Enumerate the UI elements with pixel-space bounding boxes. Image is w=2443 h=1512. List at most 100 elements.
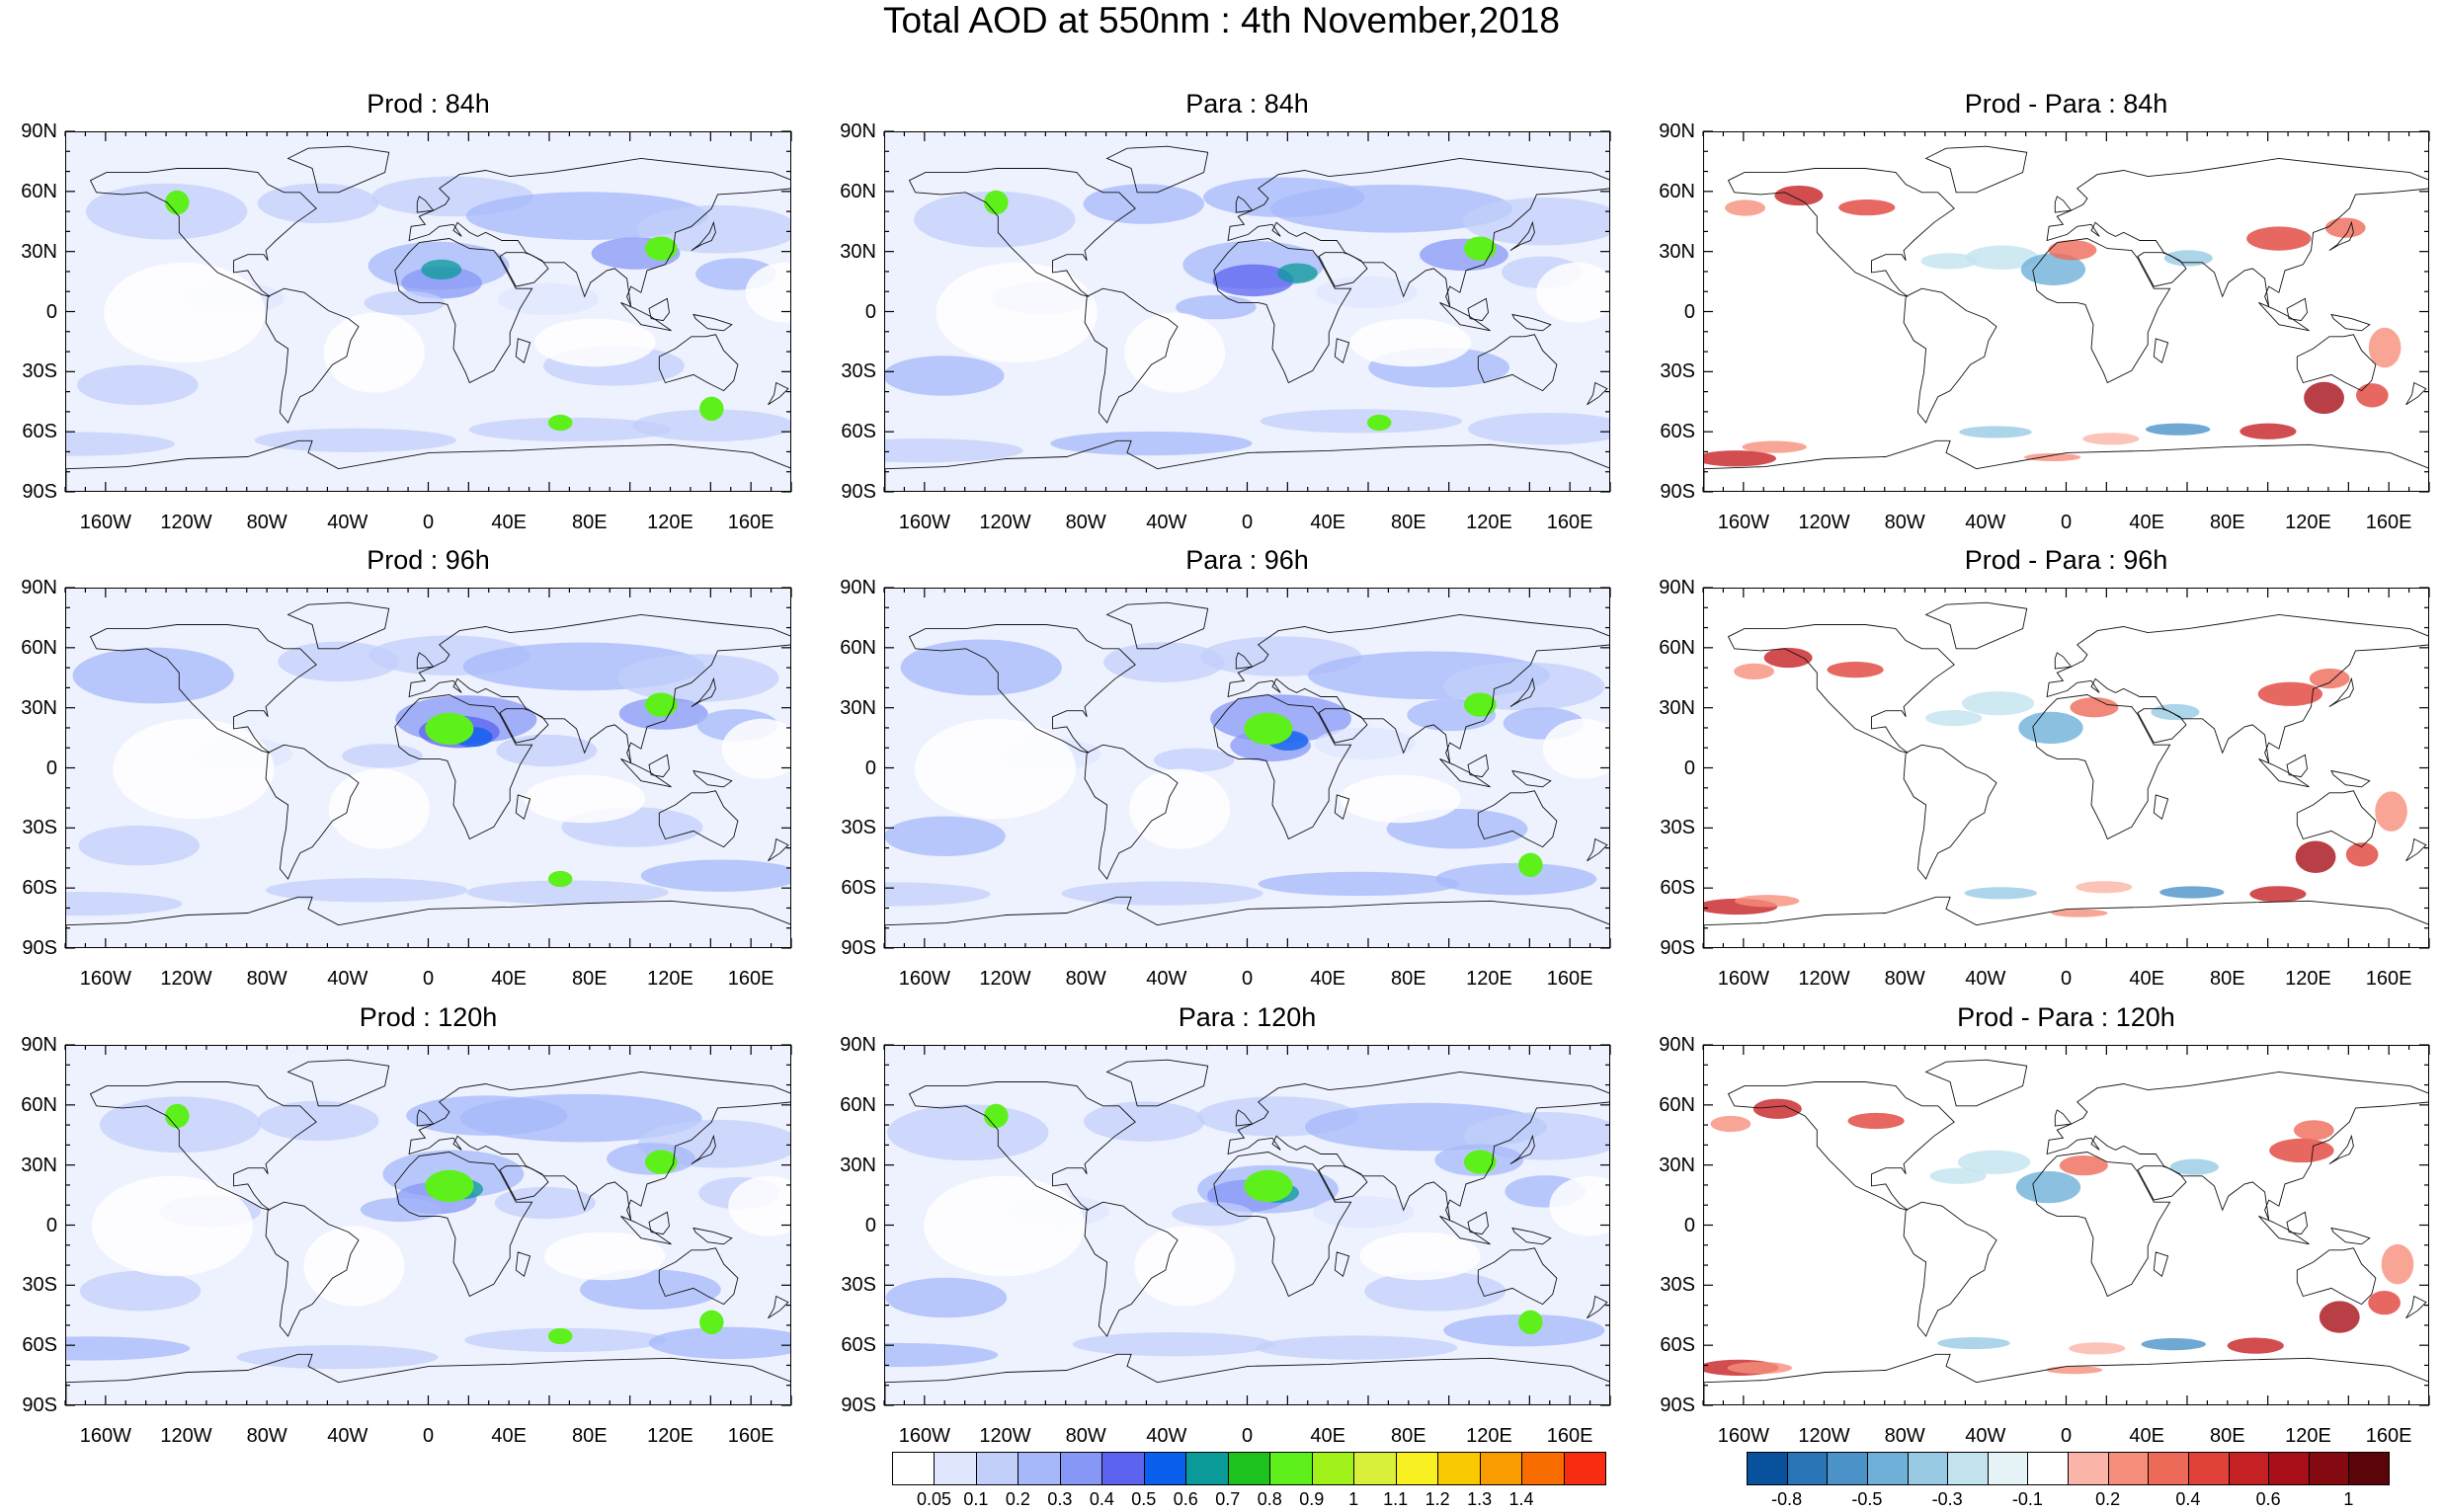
aod-colorbar-swatch — [1018, 1452, 1061, 1485]
aod-blob — [1258, 871, 1460, 897]
lat-tick-label: 90S — [841, 1394, 876, 1416]
coastline — [1318, 708, 1368, 744]
coastline — [1318, 252, 1368, 287]
lon-tick-label: 160E — [1546, 512, 1593, 533]
lon-tick-label: 160W — [1717, 1425, 1769, 1447]
difference-blob — [1838, 199, 1896, 216]
diff-colorbar-swatch — [2268, 1452, 2310, 1485]
diff-colorbar-swatch — [1747, 1452, 1788, 1485]
coastline — [1334, 794, 1350, 820]
lon-tick-label: 120E — [647, 512, 693, 533]
aod-colorbar-label: 1.3 — [1467, 1489, 1493, 1509]
difference-blob — [2293, 1120, 2334, 1141]
coastline — [2032, 238, 2171, 384]
aod-blob — [900, 639, 1062, 696]
coastline — [2286, 297, 2308, 322]
coastline — [1587, 837, 1608, 862]
lon-tick-label: 0 — [1241, 968, 1254, 990]
coastline-layer — [885, 1059, 1609, 1404]
coastline-layer — [1704, 145, 2428, 491]
coastline — [1439, 1215, 1491, 1245]
aod-blob — [1435, 862, 1597, 896]
aod-blob — [496, 734, 598, 767]
aod-blob — [914, 191, 1076, 248]
difference-blob — [2046, 1366, 2103, 1375]
figure-title: Total AOD at 550nm : 4th November,2018 — [883, 0, 1560, 40]
lat-tick-label: 90N — [1659, 120, 1695, 142]
diff-colorbar-swatch — [2107, 1452, 2150, 1485]
lat-tick-label: 30N — [840, 1154, 876, 1176]
coastline — [2153, 1251, 2169, 1277]
difference-blob — [1959, 426, 2032, 438]
coastline — [66, 1353, 790, 1404]
aod-hotspot — [425, 1169, 474, 1203]
lon-tick-label: 120E — [1466, 968, 1512, 990]
aod-colorbar-swatch — [1227, 1452, 1271, 1485]
coastline — [416, 652, 435, 670]
coastline — [691, 676, 716, 707]
coastline — [394, 694, 533, 840]
diff-colorbar-swatch — [2027, 1452, 2069, 1485]
lat-tick-label: 0 — [864, 1214, 876, 1236]
lat-tick-label: 30N — [1659, 1154, 1695, 1176]
coastline — [89, 1081, 317, 1211]
lon-tick-label: 40W — [1146, 1425, 1187, 1447]
coastline — [1105, 1059, 1209, 1107]
difference-blob — [2249, 886, 2307, 903]
coastline — [1511, 769, 1552, 788]
aod-hotspot — [1244, 712, 1293, 746]
lon-tick-label: 80E — [2210, 512, 2245, 533]
aod-colorbar-swatch — [1269, 1452, 1313, 1485]
lon-tick-label: 0 — [2060, 512, 2073, 533]
lon-tick-label: 40E — [1310, 512, 1345, 533]
coastline — [2137, 1165, 2187, 1201]
diff-colorbar-label: -0.8 — [1771, 1489, 1803, 1509]
aod-blob — [1314, 727, 1416, 760]
lon-tick-label: 120E — [647, 968, 693, 990]
aod-colorbar-label: 1.2 — [1425, 1489, 1450, 1509]
lat-tick-label: 90N — [21, 577, 57, 598]
aod-blob — [86, 183, 248, 240]
diff-colorbar-swatch — [2187, 1452, 2230, 1485]
lon-tick-label: 40W — [327, 512, 368, 533]
aod-colorbar-swatch — [1521, 1452, 1565, 1485]
aod-colorbar-swatch — [975, 1452, 1019, 1485]
aod-blob — [885, 882, 991, 907]
aod-colorbar-label: 0.6 — [1173, 1489, 1198, 1509]
difference-blob — [2169, 1158, 2219, 1175]
lon-tick-label: 80E — [2210, 1425, 2245, 1447]
map-field-svg — [885, 132, 1609, 491]
aod-colorbar-label: 1.1 — [1383, 1489, 1409, 1509]
diff-colorbar-swatch — [1786, 1452, 1829, 1485]
aod-hotspot — [644, 236, 678, 261]
clear-sky-region — [1359, 1232, 1481, 1281]
lon-tick-label: 0 — [1241, 512, 1254, 533]
aod-blob — [1083, 184, 1205, 224]
lon-tick-label: 80W — [246, 1425, 287, 1447]
lat-tick-label: 30N — [840, 240, 876, 263]
coastline — [692, 1227, 733, 1245]
coastline — [1903, 287, 1997, 424]
aod-hotspot — [165, 1103, 190, 1129]
coastline — [416, 1109, 435, 1127]
coastline — [1924, 601, 2028, 650]
aod-colorbar-swatch — [1185, 1452, 1229, 1485]
aod-blob — [648, 1326, 790, 1360]
coastline — [620, 1215, 672, 1245]
panel-title: Para : 96h — [1185, 545, 1309, 575]
coastline — [1477, 334, 1558, 392]
aod-colorbar-swatch — [1437, 1452, 1481, 1485]
aod-blob — [72, 647, 234, 704]
field-layer — [1704, 647, 2407, 917]
coastline — [408, 613, 790, 763]
lat-tick-label: 0 — [45, 300, 57, 323]
map-panel — [884, 131, 1610, 492]
map-panel — [1703, 588, 2429, 948]
coastline-layer — [66, 145, 790, 491]
lon-tick-label: 120E — [647, 1425, 693, 1447]
lat-tick-label: 60N — [21, 636, 57, 659]
aod-colorbar-swatch — [1563, 1452, 1606, 1485]
aod-colorbar-label: 0.2 — [1005, 1489, 1030, 1509]
aod-blob — [66, 1336, 191, 1361]
panel-title: Prod - Para : 120h — [1957, 1002, 2175, 1032]
